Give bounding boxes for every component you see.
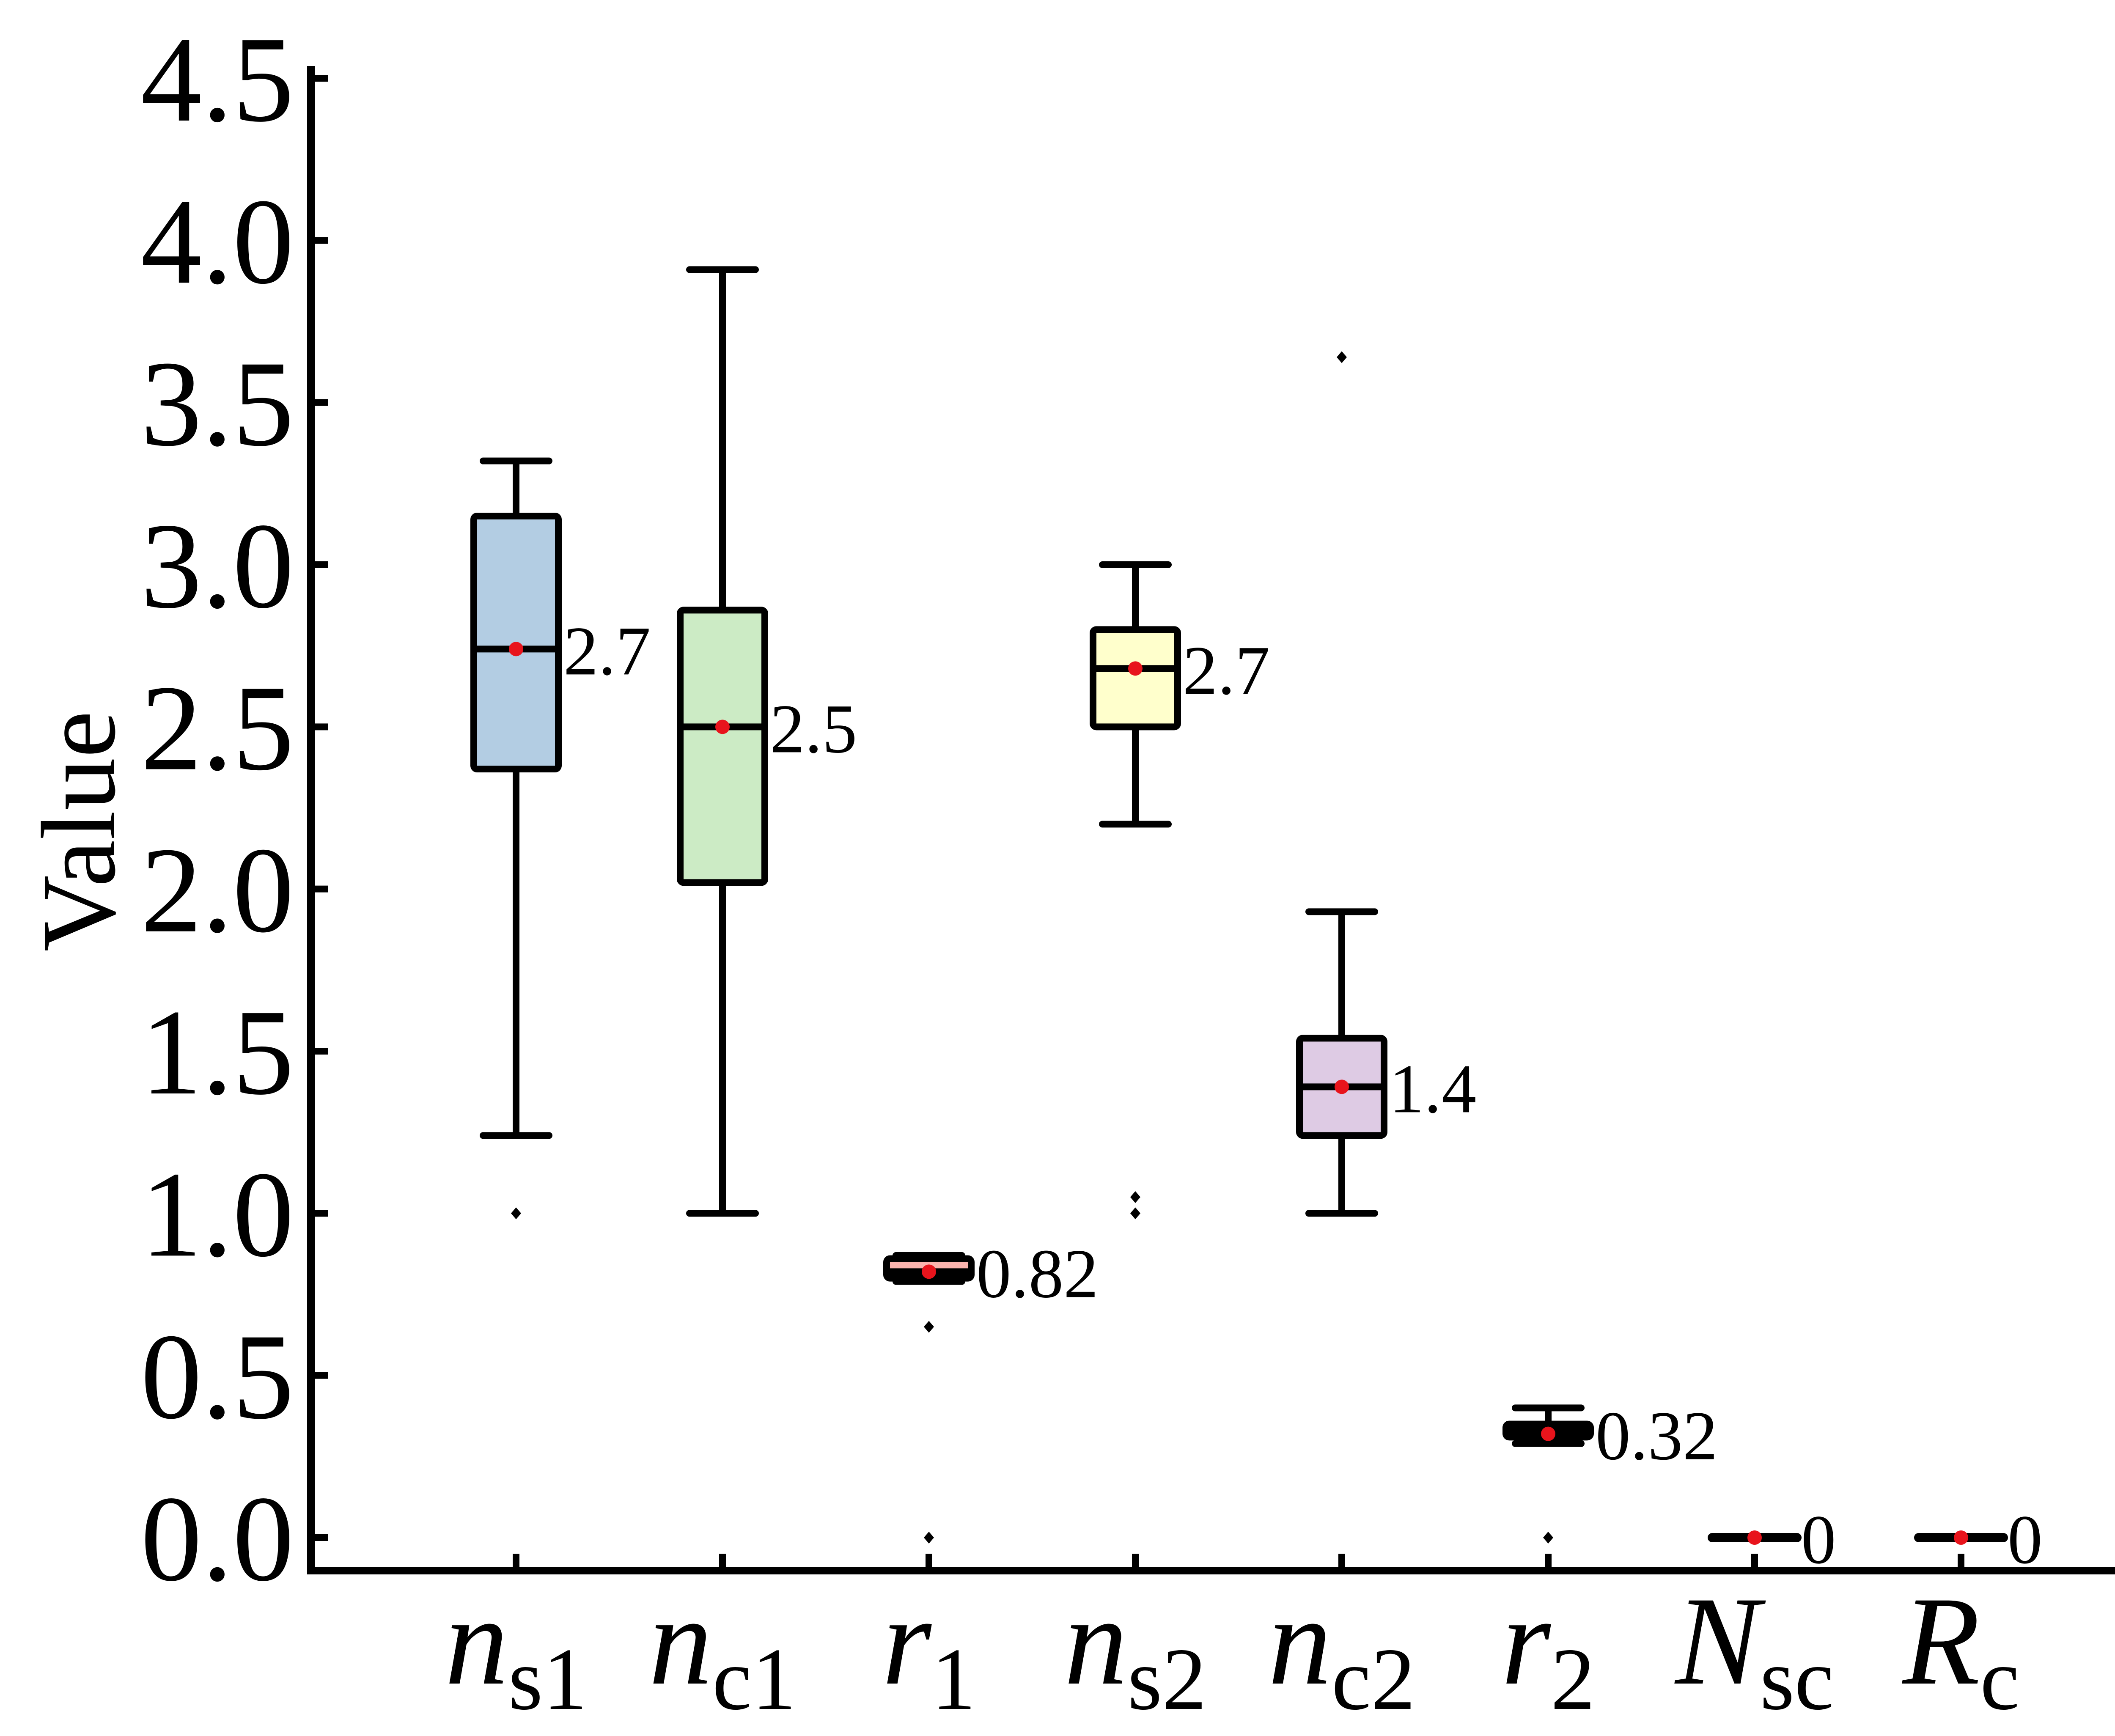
x-tick-label-sub: c2 <box>1332 1630 1415 1728</box>
axes <box>307 66 2115 1574</box>
x-tick-label-r_2: r2 <box>1501 1571 1595 1728</box>
y-tick-label: 2.5 <box>141 660 294 796</box>
box-n_s2: 2.7 <box>1090 561 1270 1220</box>
mean-value-label: 2.7 <box>1183 632 1270 709</box>
x-tick-label-main: n <box>1268 1571 1332 1711</box>
mean-marker <box>715 720 730 734</box>
x-tick-label-sub: c <box>1980 1630 2019 1728</box>
mean-marker <box>509 642 523 656</box>
y-tick-label: 3.0 <box>141 498 294 634</box>
y-axis-title: Value <box>20 711 137 951</box>
y-tick-label: 0.0 <box>141 1471 294 1607</box>
mean-value-label: 0.82 <box>976 1235 1099 1312</box>
y-tick-label: 4.5 <box>141 11 294 147</box>
outlier-point <box>924 1532 934 1544</box>
x-tick-label-main: r <box>1501 1571 1553 1711</box>
boxes-layer: 2.7 2.5 0.82 2.7 1.4 0.32 0 0 <box>470 266 2043 1578</box>
mean-value-label: 1.4 <box>1389 1050 1476 1127</box>
mean-marker <box>1335 1080 1349 1094</box>
x-tick-label-main: n <box>445 1571 508 1711</box>
box-r_2: 0.32 <box>1502 1397 1718 1544</box>
y-tick-label: 1.0 <box>141 1146 294 1282</box>
x-tick-label-sub: 1 <box>931 1630 976 1728</box>
y-tick-label: 1.5 <box>141 984 294 1120</box>
y-tick-label: 4.0 <box>141 173 294 309</box>
box-r_1: 0.82 <box>883 1235 1099 1544</box>
y-tick-label: 0.5 <box>141 1309 294 1445</box>
mean-marker <box>922 1264 936 1279</box>
x-tick-label-main: n <box>649 1571 712 1711</box>
box-iqr <box>1090 626 1181 731</box>
mean-marker <box>1541 1426 1555 1441</box>
x-tick-label-sub: 2 <box>1551 1630 1595 1728</box>
y-tick-label: 3.5 <box>141 336 294 472</box>
y-tick-label: 2.0 <box>141 822 294 958</box>
x-tick-label-main: n <box>1064 1571 1128 1711</box>
box-n_c2: 1.4 <box>1296 351 1476 1217</box>
mean-marker <box>1954 1530 1968 1545</box>
mean-value-label: 0.32 <box>1596 1397 1718 1475</box>
x-tick-label-n_s2: ns2 <box>1064 1571 1207 1728</box>
x-tick-label-r_1: r1 <box>882 1571 976 1728</box>
x-tick-label-sub: c1 <box>712 1630 796 1728</box>
y-axis-ticks: 0.0 0.5 1.0 1.5 2.0 2.5 3.0 3.5 4.0 4.5 <box>141 11 328 1607</box>
x-tick-label-n_s1: ns1 <box>445 1571 588 1728</box>
mean-value-label: 0 <box>2008 1501 2043 1578</box>
x-tick-label-sub: s2 <box>1128 1630 1207 1728</box>
outlier-point <box>1130 1207 1140 1220</box>
x-axis-ticks: ns1 nc1 r1 ns2 nc2 r2 Nsc Rc <box>445 1554 2019 1728</box>
box-N_sc: 0 <box>1708 1501 1836 1578</box>
outlier-point <box>1543 1532 1553 1544</box>
x-tick-label-n_c2: nc2 <box>1268 1571 1415 1728</box>
x-tick-label-main: r <box>882 1571 934 1711</box>
mean-marker <box>1747 1530 1762 1545</box>
box-n_s1: 2.7 <box>470 457 651 1220</box>
outlier-point <box>511 1207 521 1220</box>
box-iqr <box>677 607 768 886</box>
mean-marker <box>1128 661 1143 676</box>
mean-value-label: 0 <box>1801 1501 1836 1578</box>
box-n_c1: 2.5 <box>677 266 857 1217</box>
x-tick-label-n_c1: nc1 <box>649 1571 796 1728</box>
x-tick-label-N_sc: Nsc <box>1673 1571 1834 1728</box>
x-tick-label-sub: s1 <box>508 1630 588 1728</box>
mean-value-label: 2.7 <box>563 612 651 689</box>
outlier-point <box>924 1321 934 1333</box>
box-R_c: 0 <box>1914 1501 2043 1578</box>
outlier-point <box>1337 351 1347 363</box>
outlier-point <box>1130 1191 1140 1203</box>
x-tick-label-main: N <box>1673 1571 1766 1711</box>
x-tick-label-main: R <box>1901 1571 1980 1711</box>
mean-value-label: 2.5 <box>770 690 857 767</box>
x-tick-label-sub: sc <box>1760 1630 1834 1728</box>
x-tick-label-R_c: Rc <box>1901 1571 2019 1728</box>
